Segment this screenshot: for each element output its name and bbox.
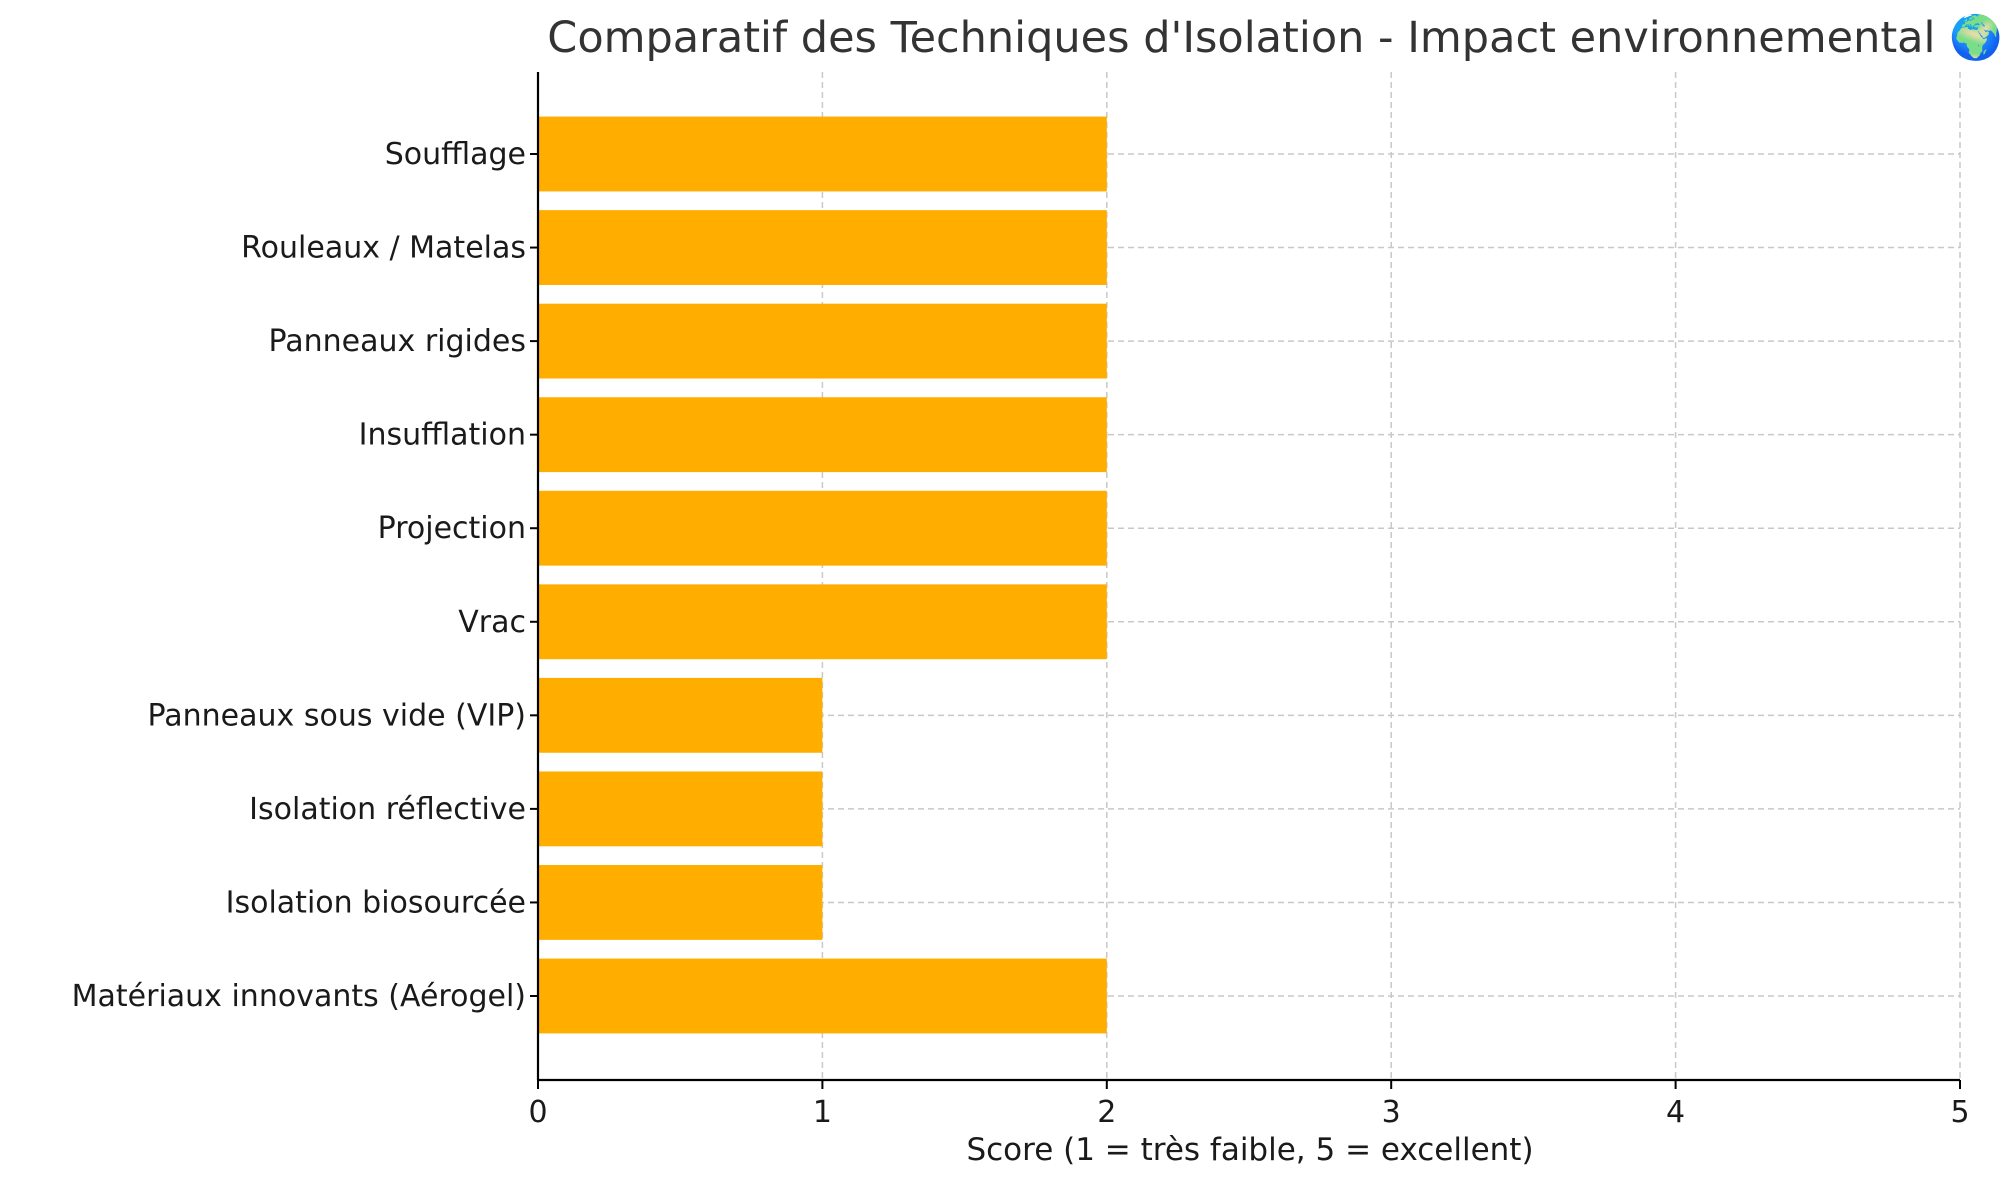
grid-lines: [538, 72, 1961, 1080]
category-label: Rouleaux / Matelas: [241, 231, 526, 266]
category-label: Isolation biosourcée: [226, 885, 526, 920]
category-label: Panneaux rigides: [269, 324, 526, 359]
x-tick-label: 4: [1666, 1095, 1685, 1130]
category-label: Matériaux innovants (Aérogel): [72, 979, 526, 1014]
bar: [538, 116, 1107, 192]
bar: [538, 865, 823, 940]
category-label: Soufflage: [385, 137, 526, 172]
x-tick-label: 3: [1382, 1095, 1401, 1130]
bar: [538, 397, 1107, 473]
category-label: Projection: [378, 511, 526, 546]
bar: [538, 210, 1107, 285]
x-axis-label: Score (1 = très faible, 5 = excellent): [966, 1132, 1533, 1168]
bar: [538, 584, 1107, 660]
x-ticks: 0 1 2 3 4 5: [528, 1080, 1970, 1130]
chart-title: Comparatif des Techniques d'Isolation - …: [547, 13, 2000, 63]
bar: [538, 303, 1107, 379]
x-tick-label: 5: [1950, 1095, 1969, 1130]
bar: [538, 771, 823, 847]
category-label: Insufflation: [359, 418, 526, 453]
axes: [530, 72, 1960, 1082]
category-label: Isolation réflective: [249, 792, 526, 827]
bar: [538, 958, 1107, 1034]
bars: [538, 116, 1107, 1034]
category-labels: Soufflage Rouleaux / Matelas Panneaux rigi…: [72, 137, 526, 1014]
category-label: Vrac: [458, 605, 526, 640]
bar: [538, 490, 1107, 566]
x-tick-label: 0: [528, 1095, 547, 1130]
category-label: Panneaux sous vide (VIP): [148, 698, 526, 733]
x-tick-label: 2: [1097, 1095, 1116, 1130]
x-tick-label: 1: [813, 1095, 832, 1130]
bar: [538, 677, 823, 753]
